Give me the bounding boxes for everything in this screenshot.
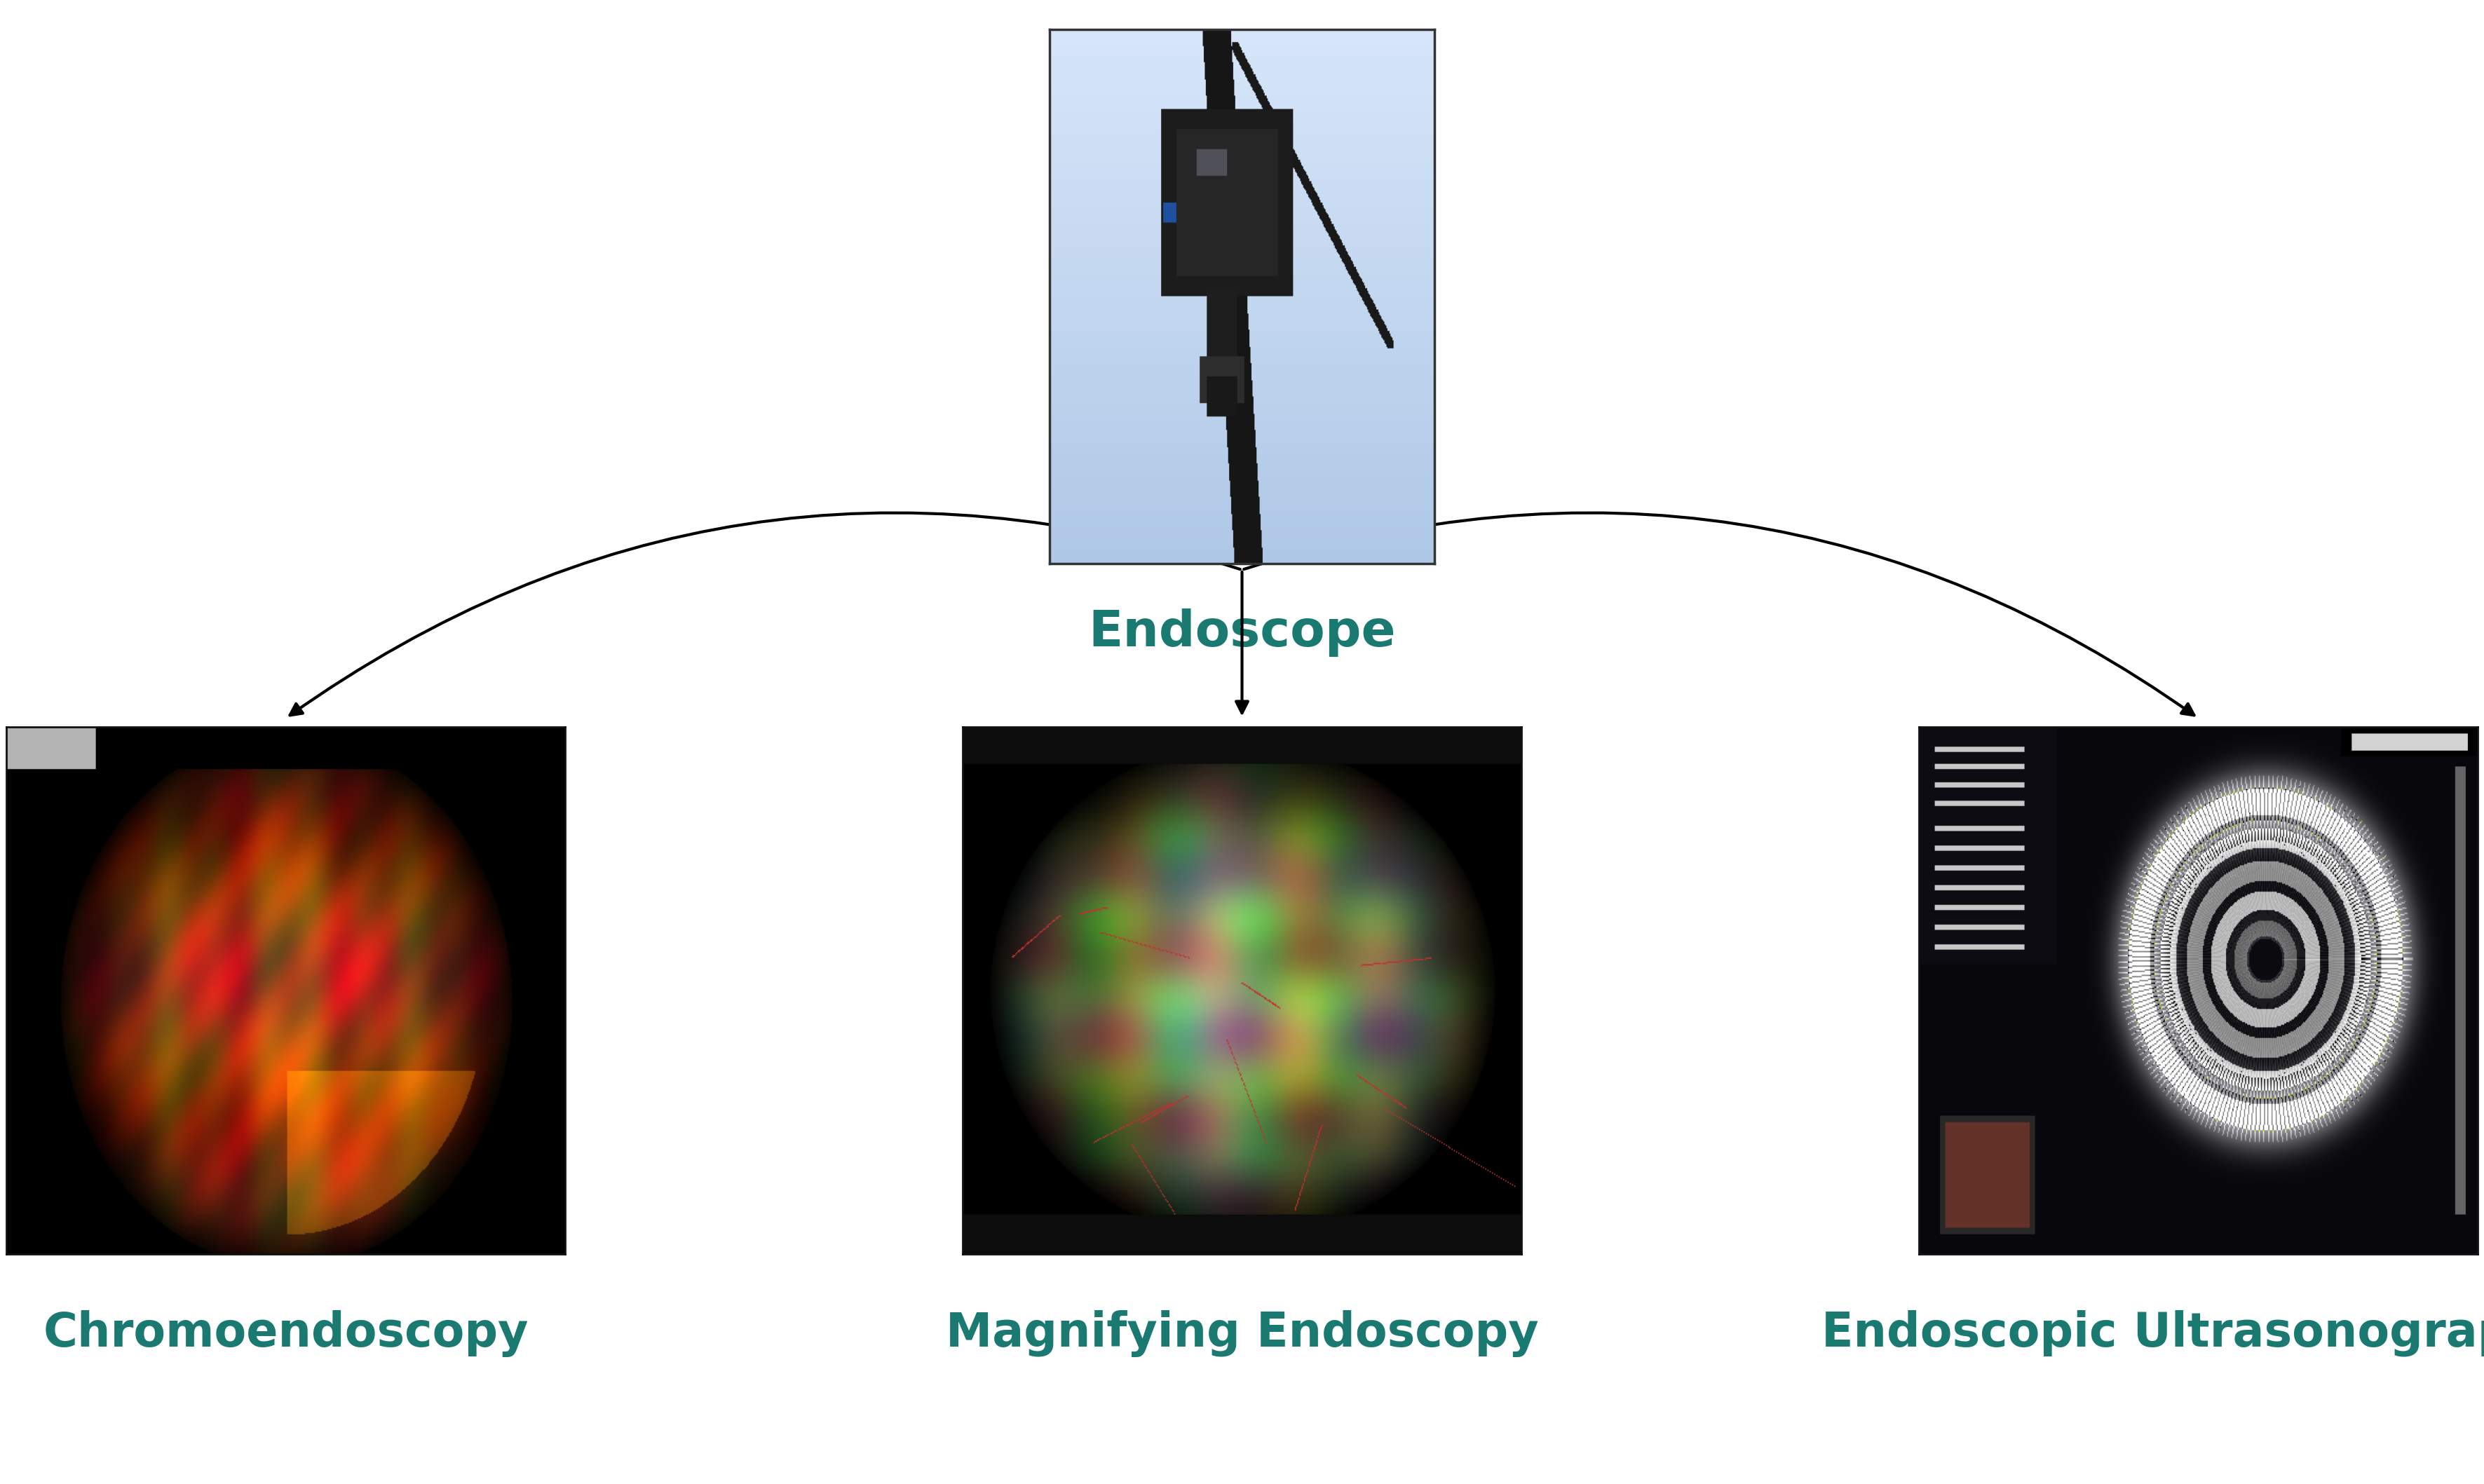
Text: Chromoendoscopy: Chromoendoscopy — [42, 1310, 529, 1358]
Text: Endoscope: Endoscope — [1088, 608, 1396, 657]
Text: Magnifying Endoscopy: Magnifying Endoscopy — [946, 1310, 1538, 1358]
Text: Endoscopic Ultrasonography: Endoscopic Ultrasonography — [1821, 1310, 2484, 1358]
